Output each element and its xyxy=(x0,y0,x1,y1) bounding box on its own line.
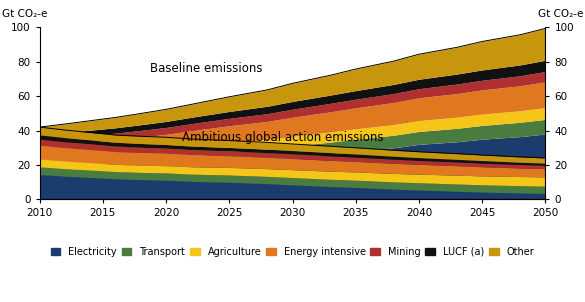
Text: Ambitious global action emissions: Ambitious global action emissions xyxy=(181,131,383,144)
Text: Baseline emissions: Baseline emissions xyxy=(150,62,263,75)
Legend: Electricity, Transport, Agriculture, Energy intensive, Mining, LUCF (a), Other: Electricity, Transport, Agriculture, Ene… xyxy=(51,247,534,257)
Text: Gt CO₂-e: Gt CO₂-e xyxy=(2,8,47,18)
Text: Gt CO₂-e: Gt CO₂-e xyxy=(538,8,583,18)
